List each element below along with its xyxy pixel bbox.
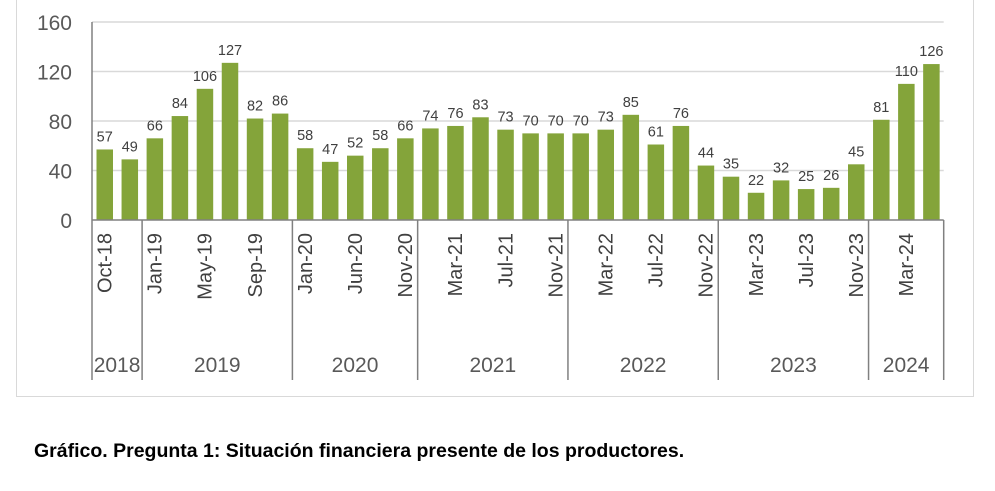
data-label: 106 — [193, 69, 217, 85]
bar — [221, 62, 239, 221]
data-label: 127 — [218, 43, 242, 59]
bar — [697, 165, 715, 220]
bar — [146, 138, 164, 220]
year-label: 2023 — [770, 354, 817, 377]
bar — [597, 129, 614, 220]
year-label: 2020 — [332, 354, 379, 377]
data-label: 26 — [823, 168, 839, 184]
y-tick-label: 160 — [37, 12, 72, 35]
y-tick-label: 80 — [49, 111, 72, 134]
bar — [447, 125, 464, 220]
x-tick-label: Mar-21 — [445, 233, 467, 296]
x-tick-label: May-19 — [195, 233, 217, 300]
data-label: 25 — [798, 169, 814, 185]
bar — [171, 116, 189, 220]
bar — [321, 161, 339, 220]
bar — [898, 83, 915, 220]
bar — [372, 148, 389, 220]
bar — [822, 187, 840, 220]
data-label: 58 — [297, 128, 313, 144]
bar — [96, 149, 113, 220]
bar — [296, 148, 314, 220]
bar — [797, 189, 815, 220]
bar — [422, 128, 439, 220]
data-label: 52 — [347, 136, 363, 152]
x-tick-label: Sep-19 — [245, 233, 267, 298]
x-tick-label: Jan-19 — [145, 233, 167, 294]
bar — [347, 155, 364, 220]
y-tick-label: 40 — [49, 161, 72, 184]
data-label: 22 — [748, 173, 764, 189]
data-label: 58 — [372, 128, 388, 144]
bar — [772, 180, 790, 220]
bar — [397, 138, 414, 220]
data-label: 70 — [573, 113, 589, 129]
x-tick-label: Mar-22 — [596, 233, 618, 296]
bar — [722, 176, 740, 220]
data-label: 35 — [723, 157, 739, 173]
year-label: 2024 — [883, 354, 930, 377]
bar — [848, 164, 865, 220]
bar — [873, 119, 890, 220]
y-tick-label: 0 — [60, 210, 72, 233]
data-label: 81 — [873, 100, 889, 116]
x-tick-label: Jul-21 — [495, 233, 517, 287]
data-label: 70 — [523, 113, 539, 129]
bar — [472, 117, 489, 220]
x-tick-label: Nov-23 — [846, 233, 868, 297]
data-label: 73 — [497, 110, 513, 126]
bar — [547, 133, 564, 220]
year-label: 2021 — [469, 354, 516, 377]
x-tick-label: Jul-23 — [796, 233, 818, 287]
x-tick-label: Nov-20 — [395, 233, 417, 297]
data-label: 74 — [422, 108, 438, 124]
data-label: 83 — [472, 97, 488, 113]
x-tick-label: Jan-20 — [295, 233, 317, 294]
chart-caption: Gráfico. Pregunta 1: Situación financier… — [34, 440, 685, 462]
data-label: 84 — [172, 96, 188, 112]
data-label: 45 — [848, 144, 864, 160]
data-label: 126 — [919, 44, 943, 60]
x-tick-label: Nov-22 — [696, 233, 718, 297]
data-label: 73 — [598, 110, 614, 126]
data-label: 86 — [272, 94, 288, 110]
y-tick-label: 120 — [37, 62, 72, 85]
bar — [572, 133, 589, 220]
bar — [672, 125, 690, 220]
data-label: 82 — [247, 99, 263, 115]
x-tick-label: Jun-20 — [345, 233, 367, 294]
year-label: 2019 — [194, 354, 241, 377]
bar — [622, 114, 640, 220]
x-tick-label: Nov-21 — [545, 233, 567, 297]
bar — [196, 88, 214, 220]
bar — [923, 64, 940, 220]
data-label: 61 — [648, 125, 664, 141]
x-tick-label: Mar-23 — [746, 233, 768, 296]
bar — [497, 129, 514, 220]
data-label: 70 — [548, 113, 564, 129]
bar — [121, 159, 139, 220]
data-label: 47 — [322, 142, 338, 158]
data-label: 110 — [895, 64, 918, 80]
data-label: 66 — [147, 118, 163, 134]
data-label: 85 — [623, 95, 639, 111]
x-tick-label: Oct-18 — [95, 233, 117, 293]
year-label: 2022 — [620, 354, 667, 377]
year-label: 2018 — [94, 354, 141, 377]
bar — [271, 113, 289, 220]
data-label: 66 — [397, 118, 413, 134]
bar — [522, 133, 539, 220]
data-label: 32 — [773, 160, 789, 176]
data-label: 49 — [122, 139, 138, 155]
data-label: 76 — [673, 106, 689, 122]
data-label: 57 — [97, 129, 113, 145]
data-label: 76 — [447, 106, 463, 122]
bar — [246, 118, 264, 220]
bar — [647, 144, 665, 220]
x-tick-label: Mar-24 — [896, 233, 918, 296]
data-label: 44 — [698, 146, 714, 162]
x-tick-label: Jul-22 — [646, 233, 668, 287]
bar — [747, 192, 765, 220]
